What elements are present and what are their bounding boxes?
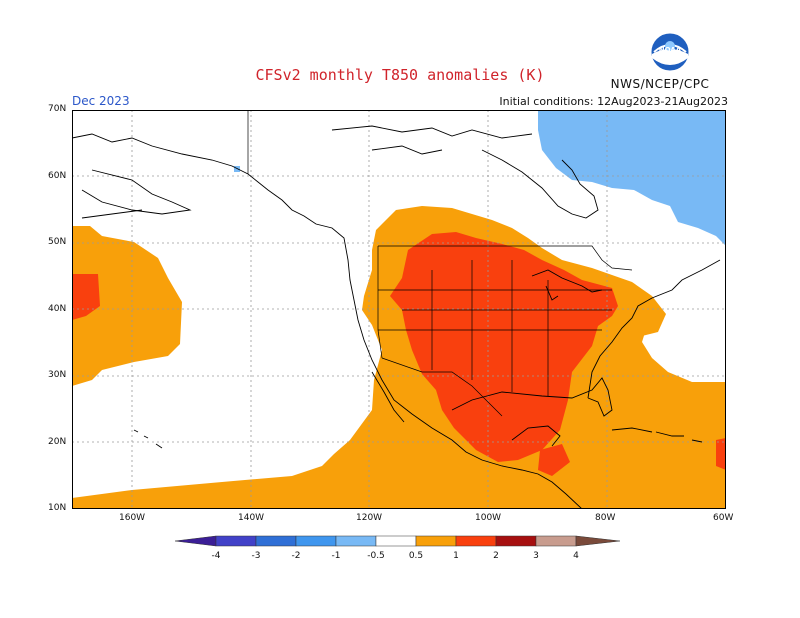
legend-swatch-m3-m2 [255, 535, 297, 547]
lon-label-100w: 100W [475, 513, 502, 523]
lat-label-20n: 20N [48, 437, 67, 447]
lon-label-160w: 160W [119, 513, 146, 523]
anomaly-map [72, 110, 726, 509]
legend-label-p05: 0.5 [409, 551, 423, 561]
lat-label-60n: 60N [48, 171, 67, 181]
lon-label-80w: 80W [595, 513, 616, 523]
legend-label-p2: 2 [493, 551, 499, 561]
legend-swatch-gt-p4 [575, 535, 621, 547]
legend-label-m3: -3 [252, 551, 261, 561]
legend-label-p3: 3 [533, 551, 539, 561]
legend-swatch-neutral [375, 535, 417, 547]
lon-label-140w: 140W [238, 513, 265, 523]
map-title: CFSv2 monthly T850 anomalies (K) [255, 66, 545, 84]
lon-label-120w: 120W [356, 513, 383, 523]
color-legend: -4 -3 -2 -1 -0.5 0.5 1 2 3 4 [174, 535, 621, 561]
legend-label-m05: -0.5 [367, 551, 385, 561]
lat-label-40n: 40N [48, 304, 67, 314]
legend-swatch-m2-m1 [295, 535, 337, 547]
legend-label-p4: 4 [573, 551, 579, 561]
initial-conditions-label: Initial conditions: 12Aug2023-21Aug2023 [499, 95, 728, 108]
noaa-logo-icon [650, 32, 690, 72]
lat-label-30n: 30N [48, 370, 67, 380]
legend-swatch-p05-p1 [415, 535, 457, 547]
lon-label-60w: 60W [713, 513, 734, 523]
political-boundaries [247, 110, 633, 417]
anomaly-blue-field [538, 110, 726, 246]
anomaly-red-field [72, 232, 726, 476]
legend-swatch-lt-minus4 [174, 535, 217, 547]
legend-swatch-p1-p2 [455, 535, 497, 547]
legend-label-m4: -4 [212, 551, 221, 561]
legend-swatch-p2-p3 [495, 535, 537, 547]
lat-label-50n: 50N [48, 237, 67, 247]
legend-swatch-p3-p4 [535, 535, 577, 547]
agency-label: NWS/NCEP/CPC [610, 77, 710, 91]
lat-label-10n: 10N [48, 503, 67, 513]
coastlines [72, 125, 721, 509]
legend-label-m1: -1 [332, 551, 341, 561]
valid-month-label: Dec 2023 [72, 94, 130, 108]
lat-label-70n: 70N [48, 104, 67, 114]
noaa-logo-text: NOAA [658, 46, 682, 54]
legend-swatch-m4-m3 [215, 535, 257, 547]
graticule [72, 110, 726, 509]
legend-swatch-m1-m05 [335, 535, 377, 547]
legend-label-p1: 1 [453, 551, 459, 561]
legend-label-m2: -2 [292, 551, 301, 561]
